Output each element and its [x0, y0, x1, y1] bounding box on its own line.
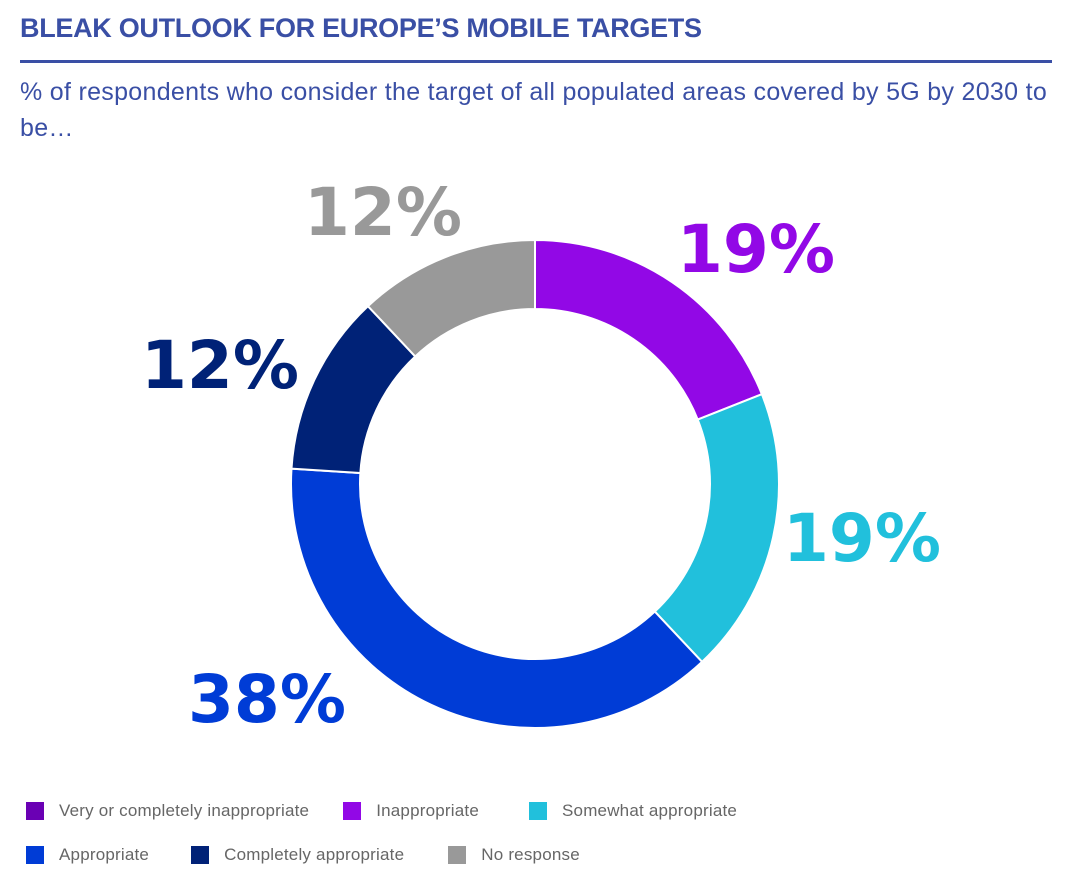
chart-subtitle: % of respondents who consider the target… — [20, 78, 1048, 142]
donut-slice-somewhat-appropriate — [653, 392, 780, 664]
legend-item: Somewhat appropriate — [529, 801, 737, 821]
legend-swatch — [26, 846, 44, 864]
chart-title: BLEAK OUTLOOK FOR EUROPE’S MOBILE TARGET… — [20, 13, 702, 43]
data-label-completely-appropriate: 12% — [141, 327, 299, 404]
data-label-no-response: 12% — [304, 174, 462, 251]
legend-swatch — [191, 846, 210, 864]
legend-swatch — [343, 802, 362, 820]
legend: Very or completely inappropriate Inapprop… — [26, 798, 1056, 886]
legend-row: Appropriate Completely appropriate No resp… — [26, 842, 1056, 868]
legend-label: No response — [481, 845, 580, 864]
legend-swatch — [448, 846, 467, 864]
legend-label: Completely appropriate — [224, 845, 405, 864]
legend-item: Inappropriate — [343, 801, 479, 821]
legend-item: No response — [448, 845, 580, 865]
legend-label: Very or completely inappropriate — [59, 801, 310, 820]
legend-label: Somewhat appropriate — [562, 801, 738, 820]
legend-row: Very or completely inappropriate Inapprop… — [26, 798, 1056, 824]
data-label-somewhat-appropriate: 19% — [783, 500, 941, 577]
title-divider — [20, 60, 1052, 63]
legend-item: Completely appropriate — [191, 845, 404, 865]
legend-item: Appropriate — [26, 845, 149, 865]
donut-slice-appropriate — [290, 467, 704, 729]
legend-label: Appropriate — [59, 845, 150, 864]
data-label-appropriate: 38% — [188, 661, 346, 738]
legend-label: Inappropriate — [376, 801, 479, 820]
legend-swatch — [529, 802, 547, 820]
donut-slice-no-response — [366, 238, 536, 358]
legend-item: Very or completely inappropriate — [26, 801, 309, 821]
data-label-inappropriate: 19% — [677, 211, 835, 288]
donut-chart: 19% 19% 38% 12%12% — [141, 174, 941, 738]
legend-swatch — [26, 802, 44, 820]
